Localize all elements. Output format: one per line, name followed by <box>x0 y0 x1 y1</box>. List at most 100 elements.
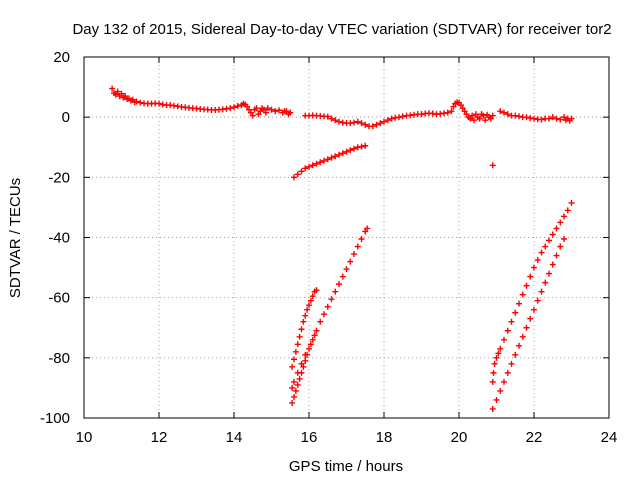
data-point <box>444 109 451 116</box>
data-point <box>396 114 402 121</box>
data-point <box>501 378 507 385</box>
x-tick-label-2: 14 <box>226 429 243 446</box>
data-point <box>302 312 309 319</box>
data-point <box>118 90 125 97</box>
data-point <box>302 357 309 364</box>
data-point <box>508 360 515 367</box>
data-point <box>480 112 487 119</box>
data-point <box>302 165 309 172</box>
data-point <box>276 107 282 114</box>
data-point <box>311 332 318 339</box>
data-point <box>527 273 534 280</box>
data-point <box>542 243 549 250</box>
data-point <box>538 249 545 256</box>
data-point <box>244 103 251 110</box>
data-point <box>321 157 327 164</box>
data-point <box>253 105 260 112</box>
data-point <box>114 88 121 95</box>
data-point <box>317 318 324 325</box>
grid <box>84 57 609 418</box>
data-point <box>476 115 483 122</box>
data-point <box>358 120 365 127</box>
data-point <box>568 115 575 122</box>
data-point <box>291 356 297 363</box>
y-tick-label-3: -40 <box>48 230 70 247</box>
data-point <box>351 119 357 126</box>
data-point <box>339 150 346 157</box>
y-tick-label-4: -60 <box>48 290 70 307</box>
data-point <box>490 369 497 376</box>
data-point <box>557 243 564 250</box>
y-tick-label-6: -100 <box>40 410 70 427</box>
data-point <box>538 288 545 295</box>
data-point <box>336 281 342 288</box>
data-point <box>362 121 369 128</box>
data-point <box>306 302 312 309</box>
data-point <box>313 327 320 334</box>
data-point <box>557 219 564 226</box>
data-point <box>292 387 299 394</box>
data-point <box>336 118 342 125</box>
data-point <box>307 341 314 348</box>
data-point <box>324 303 331 310</box>
data-point <box>324 156 331 163</box>
data-point <box>112 91 119 98</box>
data-point <box>133 98 140 105</box>
y-tick-labels: 20 0 -20 -40 -60 -80 -100 <box>40 49 70 427</box>
data-point <box>501 336 507 343</box>
data-point <box>542 279 549 286</box>
data-point <box>384 117 391 124</box>
data-point <box>523 324 530 331</box>
data-point <box>289 363 296 370</box>
data-point <box>339 273 346 280</box>
data-point <box>489 378 496 385</box>
data-point <box>261 106 267 113</box>
data-point <box>377 120 384 127</box>
data-point <box>364 225 371 232</box>
data-point <box>332 288 339 295</box>
data-point <box>467 115 474 122</box>
data-point <box>351 145 357 152</box>
x-tick-label-1: 12 <box>151 429 168 446</box>
data-point <box>249 112 256 119</box>
data-point <box>294 341 301 348</box>
data-point <box>531 264 537 271</box>
data-point <box>493 354 500 361</box>
x-tick-label-5: 20 <box>451 429 468 446</box>
data-point <box>294 171 301 178</box>
data-point <box>332 117 339 124</box>
data-point <box>300 363 307 370</box>
y-tick-label-2: -20 <box>48 169 70 186</box>
data-point <box>351 251 357 258</box>
data-point <box>354 118 361 125</box>
data-point <box>493 396 500 403</box>
y-axis-label: SDTVAR / TECUs <box>7 178 24 298</box>
data-point <box>561 114 567 121</box>
data-point <box>487 115 494 122</box>
data-point <box>516 113 522 120</box>
x-tick-label-7: 24 <box>601 429 618 446</box>
data-point <box>307 297 314 304</box>
data-point <box>302 351 309 358</box>
data-point <box>287 109 294 116</box>
data-point <box>247 109 254 116</box>
data-point <box>272 108 279 115</box>
data-point <box>557 116 564 123</box>
data-point <box>531 306 537 313</box>
data-point <box>373 121 380 128</box>
data-point <box>231 104 237 111</box>
data-point <box>549 261 556 268</box>
data-point <box>354 243 361 250</box>
data-point <box>300 318 307 325</box>
data-point <box>489 162 496 169</box>
data-point <box>289 399 296 406</box>
data-point <box>568 199 575 206</box>
data-point <box>482 117 489 124</box>
data-point <box>553 252 560 259</box>
data-point <box>497 108 504 115</box>
data-point <box>291 393 297 400</box>
data-point <box>549 231 556 238</box>
data-point <box>358 143 365 150</box>
data-point <box>313 287 320 294</box>
data-point <box>309 293 316 300</box>
